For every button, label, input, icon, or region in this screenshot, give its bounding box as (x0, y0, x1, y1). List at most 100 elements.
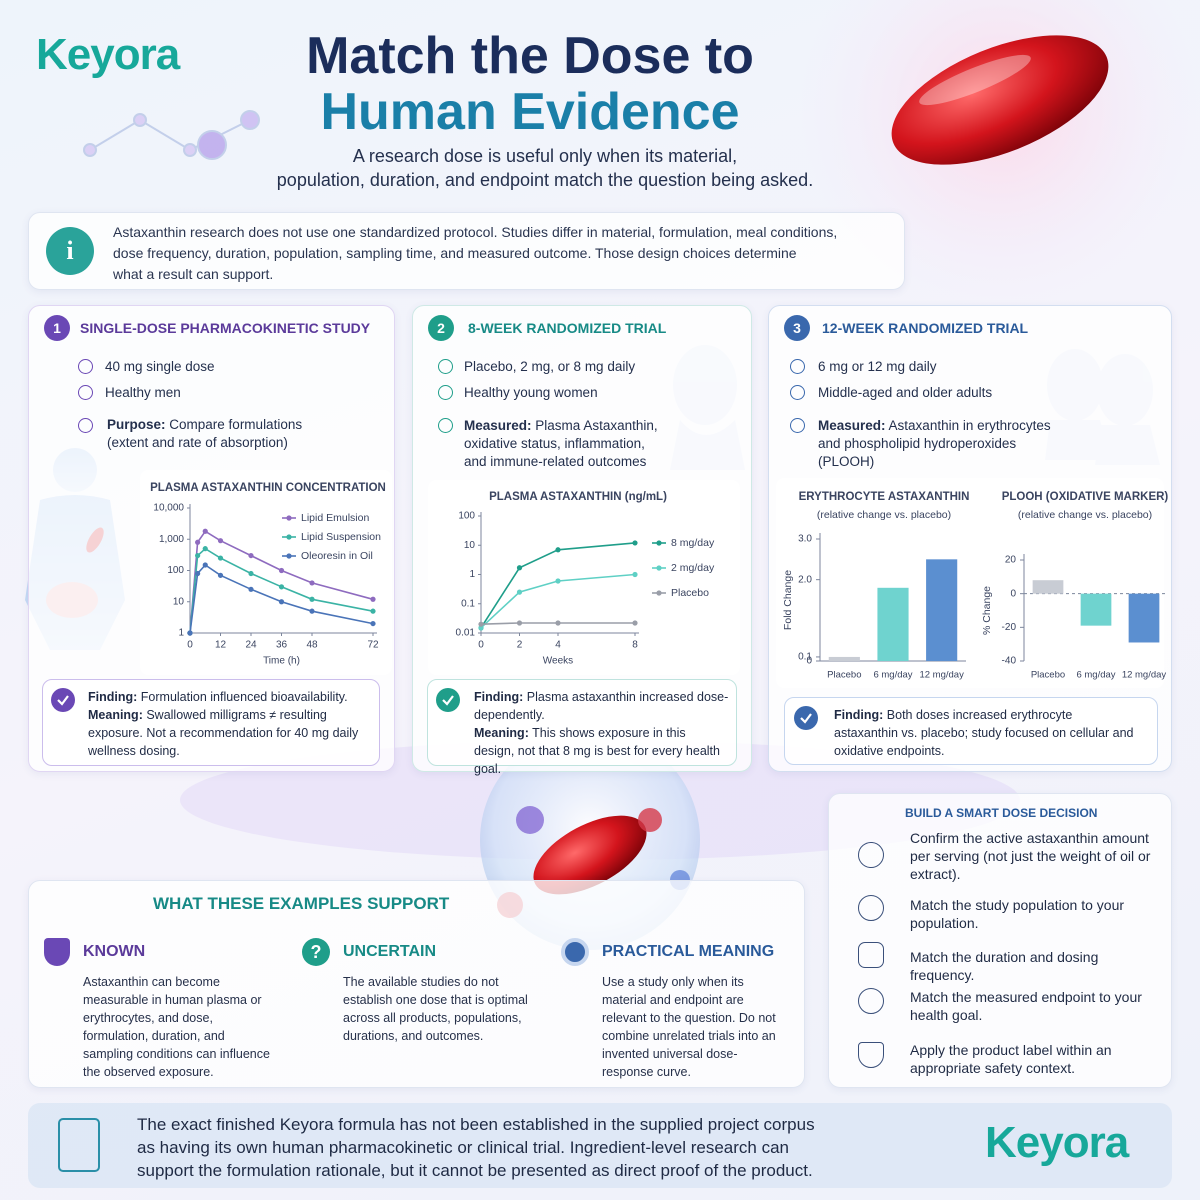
data-point (516, 589, 523, 595)
icon (438, 418, 453, 433)
detail: Healthy young women (464, 385, 598, 400)
data-point (370, 608, 376, 614)
data-point (632, 620, 638, 626)
data-point (248, 586, 254, 592)
detail: Healthy men (105, 385, 181, 400)
series-line (480, 542, 636, 629)
y-axis-label: % Change (981, 586, 993, 635)
x-tick-label: 12 mg/day (919, 670, 964, 681)
icon (78, 359, 93, 374)
info-icon: i (46, 227, 94, 275)
data-point (309, 596, 315, 602)
column-heading: UNCERTAIN (343, 943, 437, 960)
legend-label: 8 mg/day (671, 537, 715, 549)
badge: 3 (784, 315, 810, 341)
data-point (555, 620, 561, 626)
legend-swatch (286, 553, 292, 559)
legend-label: Oleoresin in Oil (301, 550, 373, 562)
y-tick-label: 0.01 (456, 628, 476, 639)
text: Both doses increased erythrocyte astaxan… (834, 708, 1134, 758)
card-title: 12-WEEK RANDOMIZED TRIAL (822, 320, 1029, 336)
x-tick-label: 2 (517, 640, 523, 651)
series-line (189, 563, 374, 634)
finding-text: Finding: Both doses increased erythrocyt… (834, 706, 1134, 760)
x-tick-label: Placebo (1031, 670, 1065, 681)
y-tick-label: -40 (1002, 656, 1017, 667)
y-tick-label: 1 (469, 569, 475, 580)
data-point (478, 625, 484, 631)
chart-subtitle: (relative change vs. placebo) (1018, 509, 1152, 521)
y-tick-label: 0 (1010, 588, 1016, 599)
chart-title: PLASMA ASTAXANTHIN (ng/mL) (489, 491, 667, 503)
decision-item: Match the measured endpoint to your heal… (910, 989, 1142, 1023)
text: Plasma astaxanthin increased dose-depend… (474, 690, 729, 722)
icon (438, 385, 453, 400)
calendar-icon (858, 942, 884, 968)
x-axis-label: Time (h) (263, 656, 300, 667)
decision-item: Match the duration and dosing frequency. (910, 949, 1099, 983)
label: Measured: (818, 418, 886, 433)
text: Plasma Astaxanthin, oxidative status, in… (464, 418, 658, 469)
detail: Middle-aged and older adults (818, 385, 993, 400)
series-line (480, 622, 635, 625)
bar (828, 656, 860, 661)
icon (790, 418, 805, 433)
data-point (516, 620, 523, 626)
intro-box (28, 212, 905, 290)
detail: Placebo, 2 mg, or 8 mg daily (464, 359, 636, 374)
x-tick-label: 12 mg/day (1122, 670, 1167, 681)
legend-label: Lipid Suspension (301, 531, 381, 543)
decision-item: Apply the product label within an approp… (910, 1042, 1112, 1076)
icon (78, 418, 93, 433)
footer-line: support the formulation rationale, but i… (137, 1161, 813, 1180)
title: Match the Dose to (306, 27, 754, 85)
y-tick-label: 10 (464, 540, 476, 551)
shield-icon (44, 938, 70, 966)
chart-subtitle: (relative change vs. placebo) (817, 509, 951, 521)
target-icon (858, 988, 884, 1014)
y-tick-label: 0.1 (798, 652, 812, 663)
data-point (309, 608, 315, 614)
data-point (195, 539, 201, 545)
logo: Keyora (985, 1118, 1129, 1167)
shield-icon (858, 1042, 884, 1068)
text: Compare formulations (169, 417, 303, 432)
badge: 2 (428, 315, 454, 341)
data-point (202, 562, 208, 568)
data-point (202, 528, 208, 534)
subtitle: A research dose is useful only when its … (352, 146, 738, 166)
chart: PLASMA ASTAXANTHIN (ng/mL) 0.01 0.1 1 10 100 0… (456, 491, 715, 667)
column-heading: KNOWN (83, 943, 146, 960)
y-axis-label: Fold Change (782, 570, 794, 630)
legend-swatch (656, 565, 662, 571)
legend-swatch (656, 540, 662, 546)
x-tick-label: 0 (478, 640, 484, 651)
people-icon (858, 895, 884, 921)
x-tick-label: 6 mg/day (1076, 670, 1115, 681)
intro-line: what a result can support. (113, 266, 274, 282)
series-line (480, 573, 636, 629)
y-tick-label: 10,000 (153, 503, 184, 514)
bar (877, 587, 909, 661)
column-text: Use a study only when its material and e… (602, 975, 776, 1079)
text: Astaxanthin in erythrocytes and phosphol… (818, 418, 1051, 469)
decision-box (828, 793, 1172, 1088)
text: Formulation influenced bioavailability. (140, 690, 348, 704)
legend-label: 2 mg/day (671, 562, 715, 574)
x-tick-label: 48 (306, 640, 318, 651)
data-point (195, 552, 201, 559)
label: Finding: (834, 708, 884, 722)
label: Meaning: (88, 708, 143, 722)
y-tick-label: 100 (167, 565, 184, 576)
label: Purpose: (107, 417, 166, 432)
y-tick-label: 10 (173, 596, 185, 607)
icon (78, 385, 93, 400)
icon (790, 359, 805, 374)
chart: PLASMA ASTAXANTHIN CONCENTRATION 1 10 100 1,… (150, 482, 386, 667)
measured: Measured: Plasma Astaxanthin, oxidative … (464, 417, 669, 471)
data-point (516, 565, 523, 571)
y-tick-label: 0 (806, 656, 812, 667)
data-point (195, 570, 201, 577)
section-title: WHAT THESE EXAMPLES SUPPORT (153, 894, 450, 913)
legend-swatch (286, 515, 292, 521)
